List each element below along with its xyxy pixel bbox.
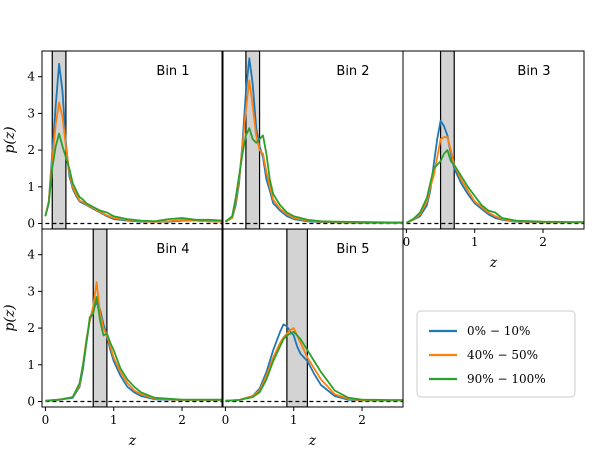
series-line-2	[225, 327, 403, 402]
panel-frame	[41, 228, 224, 408]
redshift-band	[286, 229, 308, 407]
panel-title: Bin 5	[336, 242, 369, 257]
legend-box	[416, 310, 576, 398]
panel-bin-3: Bin 3 0 1 2 z	[402, 50, 585, 271]
y-tick-label: 4	[27, 70, 35, 84]
series-line-2	[44, 101, 223, 223]
legend: 0% − 10% 40% − 50% 90% − 100%	[416, 310, 576, 398]
y-tick-label: 4	[27, 248, 35, 262]
series-line-1	[44, 62, 223, 223]
panel-title: Bin 1	[156, 64, 189, 79]
series-line-3	[225, 330, 403, 402]
panel-bin-2: Bin 2	[221, 50, 404, 230]
x-tick-label: 0	[222, 413, 230, 427]
y-tick-label: 3	[27, 106, 35, 120]
x-tick-label: 2	[178, 413, 186, 427]
panel-bin-5: Bin 5 0 1 2 z	[221, 228, 404, 449]
y-axis-label: p(z)	[2, 126, 18, 153]
y-tick-label: 0	[27, 394, 35, 408]
y-tick-label: 2	[27, 321, 35, 335]
legend-label: 0% − 10%	[467, 324, 530, 338]
series-line-1	[225, 323, 403, 402]
panel-title: Bin 4	[156, 242, 189, 257]
y-tick-label: 3	[27, 284, 35, 298]
x-axis-label: z	[128, 433, 137, 449]
x-axis-label: z	[489, 255, 498, 271]
y-tick-label: 1	[27, 358, 35, 372]
series-line-3	[45, 296, 223, 402]
series-line-2	[406, 136, 584, 224]
y-tick-label: 0	[27, 216, 35, 230]
panel-frame	[221, 228, 404, 408]
panel-bin-1: Bin 1 0 1 2 3 4 p(z)	[2, 50, 224, 230]
panel-bin-4: Bin 4 0 1 2 3 4 p(z) 0 1 2 z	[2, 228, 224, 449]
x-axis-label: z	[308, 433, 317, 449]
x-tick-label: 1	[290, 413, 298, 427]
panel-frame	[402, 50, 585, 230]
series-line-2	[45, 281, 223, 402]
x-tick-label: 0	[42, 413, 50, 427]
x-tick-label: 1	[471, 235, 479, 249]
y-axis-label: p(z)	[2, 304, 18, 331]
x-tick-label: 1	[110, 413, 118, 427]
legend-label: 90% − 100%	[467, 372, 546, 386]
series-line-3	[44, 132, 223, 223]
legend-label: 40% − 50%	[467, 348, 538, 362]
panel-title: Bin 2	[336, 64, 369, 79]
y-tick-label: 2	[27, 143, 35, 157]
panel-title: Bin 3	[517, 64, 550, 79]
x-tick-label: 2	[539, 235, 547, 249]
panels-layer: Bin 1 0 1 2 3 4 p(z) Bin 2 Bin 3 0 1 2 z Bin 4 0 1 2 3 4 p(…	[2, 50, 585, 449]
x-tick-label: 2	[358, 413, 366, 427]
x-tick-label: 0	[403, 235, 411, 249]
series-line-3	[224, 127, 403, 224]
panel-frame	[41, 50, 224, 230]
y-tick-label: 1	[27, 180, 35, 194]
series-line-3	[405, 149, 584, 224]
